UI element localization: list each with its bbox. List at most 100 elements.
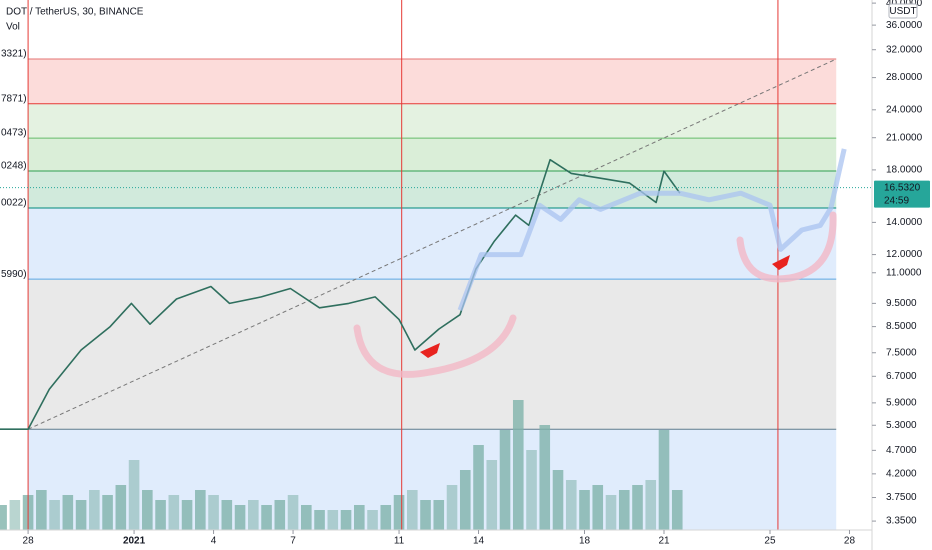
y-tick-label: 9.5000 xyxy=(886,298,917,309)
trend-line xyxy=(27,58,837,430)
y-tick-label: 12.0000 xyxy=(886,249,923,260)
volume-bar xyxy=(155,500,166,530)
fib-level-label: 0022) xyxy=(1,198,27,209)
highlight-arc xyxy=(736,211,837,283)
projection-line xyxy=(457,148,847,311)
y-tick-label: 4.2000 xyxy=(886,468,917,479)
last-price-label: 16.5320 xyxy=(884,182,921,193)
x-tick-label: 7 xyxy=(290,536,296,547)
volume-bar xyxy=(658,430,670,530)
price-line xyxy=(0,158,681,430)
y-tick-label: 8.5000 xyxy=(886,321,917,332)
last-price-box xyxy=(874,180,930,208)
rocket-icon xyxy=(772,255,790,270)
fib-level-label: 0248) xyxy=(1,161,27,172)
volume-bar xyxy=(89,490,100,530)
fib-level-label: 3321) xyxy=(1,49,27,60)
volume-bar xyxy=(0,505,7,530)
volume-bar xyxy=(526,450,537,530)
y-tick-label: 36.0000 xyxy=(886,20,923,31)
volume-bar xyxy=(671,490,683,530)
fib-bands: 3321) 7871) 0473) 0248) 0022) 5990) xyxy=(1,49,837,530)
volume-bar xyxy=(340,510,352,530)
volume-bar xyxy=(49,500,60,530)
volume-bar xyxy=(234,505,246,530)
volume-bar xyxy=(314,510,325,530)
x-tick-label: 18 xyxy=(579,536,591,547)
price-axis xyxy=(872,0,932,550)
volume-bar xyxy=(579,490,590,530)
y-tick-label: 28.0000 xyxy=(886,72,923,83)
volume-bar xyxy=(592,485,604,530)
fib-band xyxy=(28,207,837,280)
volume-bar xyxy=(459,470,471,530)
volume xyxy=(0,400,683,530)
fib-level-label: 7871) xyxy=(1,93,27,104)
volume-bar xyxy=(353,505,365,530)
volume-bar xyxy=(9,500,21,530)
volume-label: Vol xyxy=(6,22,20,33)
x-tick-label: 2021 xyxy=(123,536,146,547)
volume-bar xyxy=(128,460,140,530)
volume-bar xyxy=(142,490,153,530)
volume-bar xyxy=(181,500,193,530)
y-tick-label: 3.3500 xyxy=(886,516,917,527)
volume-bar xyxy=(406,490,418,530)
volume-bar xyxy=(393,495,405,530)
volume-bar xyxy=(420,500,431,530)
x-tick-label: 25 xyxy=(764,536,776,547)
volume-bar xyxy=(168,495,180,530)
volume-bar xyxy=(486,460,498,530)
x-tick-label: 11 xyxy=(394,536,405,547)
fib-level-label: 5990) xyxy=(1,269,27,280)
y-tick-label: 3.7500 xyxy=(886,492,917,503)
volume-bar xyxy=(446,485,458,530)
volume-bar xyxy=(102,495,113,530)
y-tick-label: 4.7000 xyxy=(886,445,917,456)
volume-bar xyxy=(499,430,511,530)
y-tick-label: 6.7000 xyxy=(886,371,917,382)
x-tick-label: 14 xyxy=(473,536,485,547)
volume-bar xyxy=(512,400,524,530)
fib-level-label: 0473) xyxy=(1,128,27,139)
volume-bar xyxy=(539,425,551,530)
volume-bar xyxy=(195,490,206,530)
volume-bar xyxy=(261,505,272,530)
fib-band xyxy=(28,59,837,104)
volume-bar xyxy=(618,490,630,530)
volume-bar xyxy=(75,500,87,530)
annotations xyxy=(353,211,837,378)
volume-bar xyxy=(552,470,564,530)
rocket-icon xyxy=(420,343,440,358)
y-tick-label: 11.0000 xyxy=(886,267,922,278)
fib-band xyxy=(28,171,837,208)
y-tick-label: 14.0000 xyxy=(886,217,923,228)
fib-band xyxy=(28,103,837,139)
volume-bar xyxy=(380,505,392,530)
y-tick-label: 5.9000 xyxy=(886,398,917,409)
currency[interactable]: USDT xyxy=(889,6,916,17)
y-tick-label: 7.5000 xyxy=(886,347,917,358)
volume-bar xyxy=(248,500,259,530)
volume-bar xyxy=(367,510,378,530)
x-tick-label: 28 xyxy=(844,536,856,547)
countdown: 24:59 xyxy=(884,195,909,206)
chart-title: DOT / TetherUS, 30, BINANCE xyxy=(6,7,144,18)
volume-bar xyxy=(208,495,219,530)
volume-bar xyxy=(473,445,484,530)
volume-bar xyxy=(565,480,577,530)
currency-box[interactable] xyxy=(888,3,918,19)
highlight-arc xyxy=(353,314,517,378)
volume-bar xyxy=(115,485,127,530)
x-tick-label: 4 xyxy=(211,536,217,547)
x-tick-label: 21 xyxy=(658,536,670,547)
volume-bar xyxy=(287,495,299,530)
volume-bar xyxy=(274,500,286,530)
volume-bar xyxy=(327,510,339,530)
volume-bar xyxy=(433,500,445,530)
y-tick-label: 5.3000 xyxy=(886,420,917,431)
volume-bar xyxy=(301,505,312,530)
